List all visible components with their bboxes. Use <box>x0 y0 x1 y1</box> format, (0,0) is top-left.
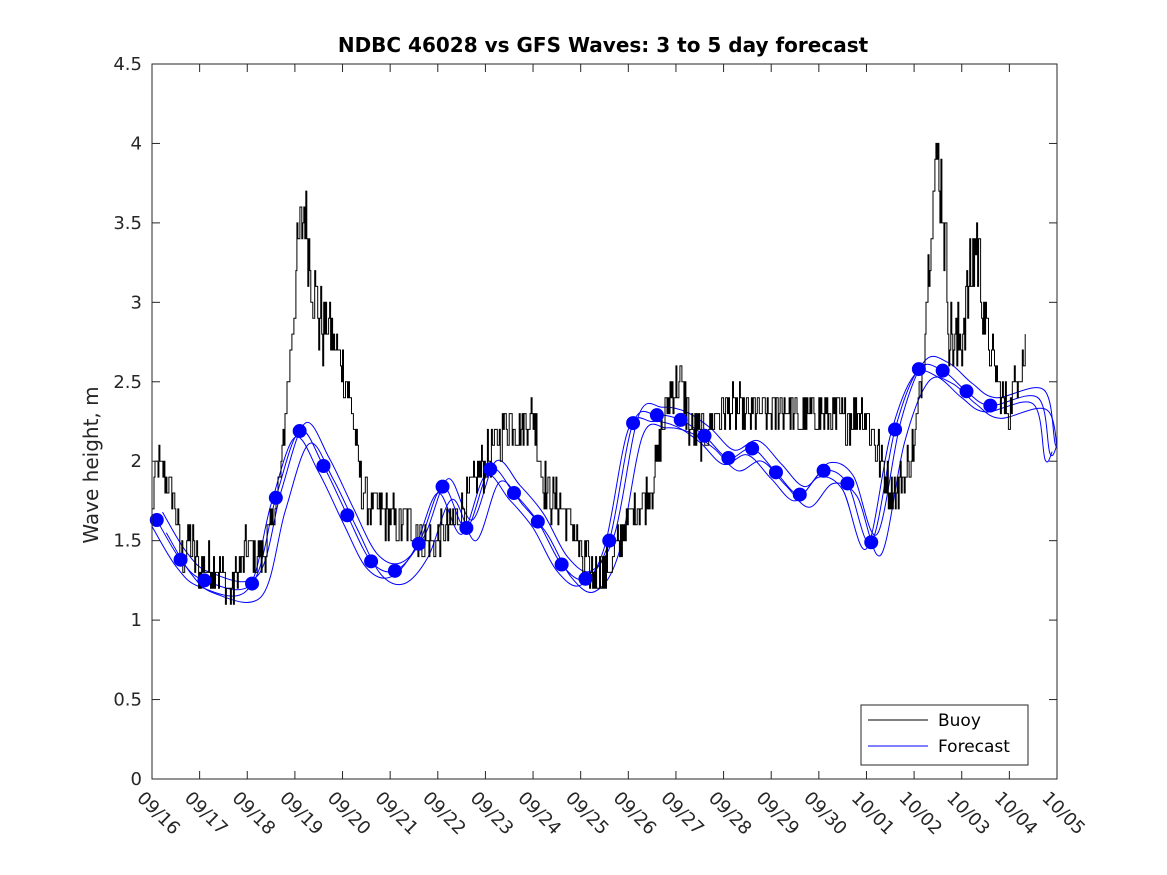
forecast-marker <box>840 476 855 491</box>
forecast-marker <box>745 441 760 456</box>
buoy-series <box>152 142 1026 605</box>
y-tick-label: 1 <box>131 610 142 631</box>
forecast-marker <box>792 487 807 502</box>
forecast-marker <box>888 422 903 437</box>
forecast-marker <box>387 563 402 578</box>
plot-area <box>149 142 1057 605</box>
y-tick-label: 3 <box>131 292 142 313</box>
forecast-marker <box>649 408 664 423</box>
forecast-marker <box>554 557 569 572</box>
forecast-marker <box>626 416 641 431</box>
chart-title: NDBC 46028 vs GFS Waves: 3 to 5 day fore… <box>338 33 869 57</box>
y-tick-label: 3.5 <box>113 213 142 234</box>
forecast-marker <box>697 428 712 443</box>
forecast-marker <box>602 533 617 548</box>
y-tick-label: 4.5 <box>113 54 142 75</box>
forecast-marker <box>316 458 331 473</box>
forecast-marker <box>578 571 593 586</box>
forecast-marker <box>530 514 545 529</box>
forecast-marker <box>816 463 831 478</box>
y-tick-label: 1.5 <box>113 531 142 552</box>
y-axis-label: Wave height, m <box>79 386 103 543</box>
legend-box <box>860 704 1029 766</box>
forecast-marker <box>673 412 688 427</box>
y-tick-label: 2 <box>131 451 142 472</box>
legend-forecast-label: Forecast <box>938 737 1010 757</box>
forecast-marker <box>268 490 283 505</box>
forecast-marker <box>507 486 521 500</box>
legend: Buoy Forecast <box>860 704 1029 766</box>
forecast-marker <box>245 576 260 591</box>
forecast-marker <box>173 552 188 567</box>
forecast-marker <box>935 363 950 378</box>
forecast-marker <box>721 451 736 466</box>
y-axis: 0 0.5 1 1.5 2 2.5 3 3.5 4 4.5 <box>113 54 1057 790</box>
forecast-marker <box>340 508 355 523</box>
forecast-marker <box>911 362 926 377</box>
forecast-marker <box>411 536 426 551</box>
plot-frame <box>151 63 1058 780</box>
forecast-marker <box>864 535 879 550</box>
y-tick-label: 0.5 <box>113 690 142 711</box>
y-tick-label: 4 <box>131 133 142 154</box>
forecast-line <box>152 370 1053 597</box>
forecast-markers <box>149 362 998 591</box>
forecast-marker <box>959 384 974 399</box>
forecast-marker <box>149 513 164 528</box>
forecast-marker <box>459 520 474 535</box>
forecast-line <box>162 355 1057 583</box>
forecast-marker <box>364 554 379 569</box>
forecast-marker <box>483 462 498 477</box>
forecast-marker <box>292 424 307 439</box>
y-tick-label: 2.5 <box>113 372 142 393</box>
y-tick-label: 0 <box>131 769 142 790</box>
forecast-marker <box>435 479 450 494</box>
forecast-line <box>165 376 1057 603</box>
forecast-marker <box>197 573 212 588</box>
buoy-line <box>152 142 1026 605</box>
forecast-marker <box>983 398 998 413</box>
legend-buoy-label: Buoy <box>938 711 981 731</box>
forecast-marker <box>768 465 783 480</box>
